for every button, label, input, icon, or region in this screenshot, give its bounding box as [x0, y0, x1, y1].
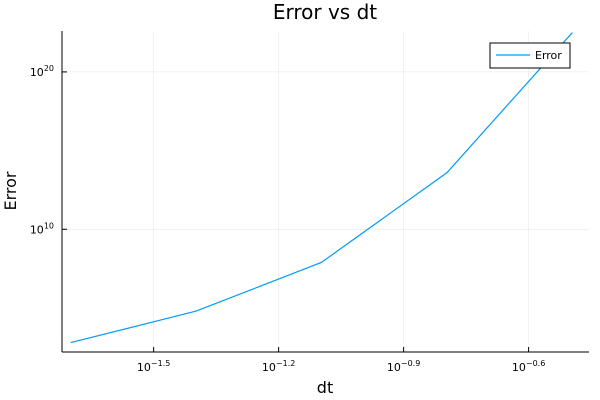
legend-label: Error — [535, 49, 562, 62]
x-tick-label: 10−1.5 — [137, 359, 170, 374]
grid-lines — [62, 31, 589, 352]
series-layer — [70, 32, 573, 344]
y-tick-label: 1020 — [30, 64, 54, 79]
x-axis-label: dt — [317, 378, 333, 397]
axis-ticks — [62, 71, 530, 352]
y-tick-label: 1010 — [30, 221, 54, 236]
axis-tick-labels: 10−1.5 10−1.2 10−0.9 10−0.6 1010 1020 — [30, 64, 545, 374]
legend: Error — [489, 42, 571, 69]
x-tick-label: 10−1.2 — [262, 359, 295, 374]
x-tick-label: 10−0.6 — [512, 359, 545, 374]
y-axis-label: Error — [1, 171, 20, 210]
plot-area — [62, 31, 589, 352]
chart-title: Error vs dt — [273, 0, 377, 24]
x-tick-label: 10−0.9 — [387, 359, 420, 374]
